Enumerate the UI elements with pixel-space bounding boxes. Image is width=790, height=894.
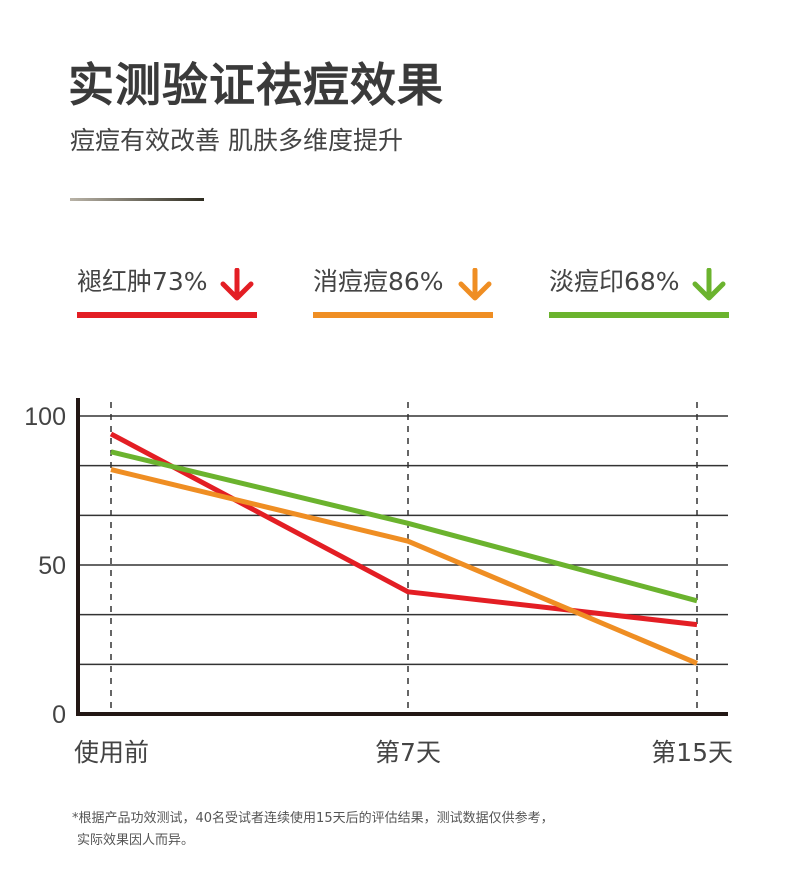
y-tick-label: 0	[52, 701, 66, 729]
legend-label: 淡痘印68%	[549, 267, 680, 296]
title-divider	[70, 198, 204, 201]
legend-item-marks: 淡痘印68%	[549, 266, 729, 322]
legend-item-acne: 消痘痘86%	[313, 266, 493, 322]
page-subtitle: 痘痘有效改善 肌肤多维度提升	[70, 126, 403, 155]
legend-item-redness: 褪红肿73%	[77, 266, 257, 322]
footnote-line-2: 实际效果因人而异。	[77, 833, 195, 848]
page-title: 实测验证祛痘效果	[68, 58, 444, 112]
y-tick-label: 50	[38, 552, 66, 580]
legend-color-bar	[549, 312, 729, 318]
series-line-2	[110, 467, 698, 666]
line-chart: 0 50 100 使用前 第7天 第15天	[24, 398, 733, 767]
legend-label: 消痘痘86%	[313, 267, 444, 296]
series-line-3	[110, 449, 698, 604]
series-line-1	[109, 431, 698, 628]
legend-label: 褪红肿73%	[77, 267, 208, 296]
x-tick-label: 第7天	[375, 738, 441, 767]
footnote-line-1: *根据产品功效测试，40名受试者连续使用15天后的评估结果，测试数据仅供参考，	[72, 811, 554, 826]
arrow-down-icon	[458, 268, 492, 301]
x-tick-label: 使用前	[74, 738, 149, 767]
y-tick-label: 100	[24, 403, 66, 431]
x-tick-label: 第15天	[651, 738, 733, 767]
legend-color-bar	[77, 312, 257, 318]
arrow-down-icon	[220, 268, 254, 301]
legend-color-bar	[313, 312, 493, 318]
footnote: *根据产品功效测试，40名受试者连续使用15天后的评估结果，测试数据仅供参考， …	[72, 808, 554, 852]
arrow-down-icon	[692, 268, 726, 301]
